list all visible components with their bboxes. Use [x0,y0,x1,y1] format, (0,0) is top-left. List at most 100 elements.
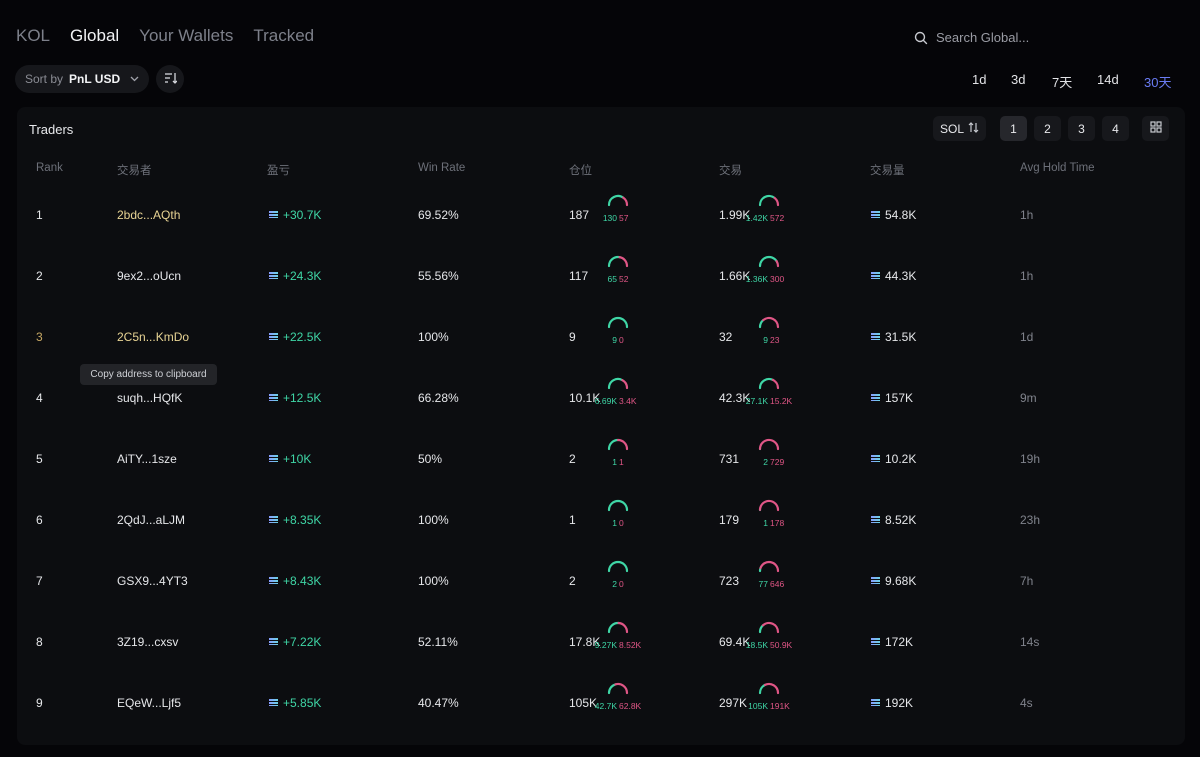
solana-icon [871,699,880,706]
trades-gauge: 1.42K 572 [749,193,789,225]
trades-buy-count: 1 [763,518,768,528]
trader-address-link[interactable]: 9ex2...oUcn [117,269,181,283]
positions-gauge: 1 0 [598,498,638,530]
gauge-green-arc [609,501,627,510]
volume-value: 157K [885,391,913,405]
solana-icon [871,394,880,401]
sort-order-icon [164,72,177,87]
page-button-3[interactable]: 3 [1068,116,1095,141]
column-header-rank[interactable]: Rank [36,162,63,174]
solana-icon [269,272,278,279]
volume-value: 8.52K [885,513,916,527]
sort-direction-button[interactable] [156,65,184,93]
positions-win-count: 65 [608,274,617,284]
grid-view-button[interactable] [1142,116,1169,141]
swap-icon [968,122,979,136]
gauge-green-arc [609,318,627,327]
trader-address-link[interactable]: GSX9...4YT3 [117,574,188,588]
win-rate-cell: 66.28% [418,391,459,405]
gauge-red-arc [760,501,778,510]
volume-cell: 10.2K [871,452,916,466]
trader-address-link[interactable]: 3Z19...cxsv [117,635,178,649]
positions-gauge: 130 57 [598,193,638,225]
column-header-pnl[interactable]: 盈亏 [267,162,290,178]
volume-cell: 54.8K [871,208,916,222]
trades-buy-count: 77 [759,579,768,589]
pnl-value: +24.3K [283,269,321,283]
trader-address-link[interactable]: EQeW...Ljf5 [117,696,181,710]
positions-win-count: 2 [612,579,617,589]
positions-loss-count: 8.52K [619,640,641,650]
win-rate-cell: 50% [418,452,442,466]
positions-loss-count: 0 [619,579,624,589]
search-icon [914,31,928,45]
tab-tracked[interactable]: Tracked [253,26,314,46]
pnl-cell: +24.3K [269,269,321,283]
gauge-red-arc [777,261,778,266]
column-header-win-rate[interactable]: Win Rate [418,162,465,174]
trader-address-link[interactable]: AiTY...1sze [117,452,177,466]
volume-value: 54.8K [885,208,916,222]
pnl-value: +5.85K [283,696,321,710]
trader-address-link[interactable]: suqh...HQfK [117,391,182,405]
positions-loss-count: 62.8K [619,701,641,711]
avg-hold-time-cell: 23h [1020,513,1040,527]
page-button-2[interactable]: 2 [1034,116,1061,141]
positions-loss-count: 1 [619,457,624,467]
period-14d[interactable]: 14d [1097,72,1119,87]
grid-icon [1150,120,1162,138]
search-input[interactable]: Search Global... [936,30,1029,45]
tab-kol[interactable]: KOL [16,26,50,46]
search-box[interactable]: Search Global... [914,30,1029,45]
copy-address-tooltip: Copy address to clipboard [80,364,217,385]
trades-gauge-arc [758,193,780,207]
positions-win-count: 9.27K [595,640,617,650]
trader-address-link[interactable]: 2bdc...AQth [117,208,180,222]
sort-value: PnL USD [69,72,120,86]
solana-icon [871,455,880,462]
trades-sell-count: 646 [770,579,784,589]
trades-total: 731 [719,452,739,466]
sort-dropdown[interactable]: Sort by PnL USD [15,65,149,93]
volume-cell: 8.52K [871,513,916,527]
trader-address-link[interactable]: 2C5n...KmDo [117,330,189,344]
trades-gauge: 2 729 [749,437,789,469]
column-header-volume[interactable]: 交易量 [870,162,905,178]
tab-your-wallets[interactable]: Your Wallets [139,26,233,46]
period-3d[interactable]: 3d [1011,72,1025,87]
pnl-value: +12.5K [283,391,321,405]
period-7d[interactable]: 7天 [1052,72,1072,91]
positions-gauge: 65 52 [598,254,638,286]
positions-gauge-arc [607,315,629,329]
period-30d[interactable]: 30天 [1144,72,1171,91]
positions-gauge: 42.7K 62.8K [598,681,638,713]
gauge-green-arc [609,379,622,388]
positions-total: 2 [569,452,576,466]
win-rate-cell: 100% [418,574,449,588]
volume-value: 31.5K [885,330,916,344]
trades-gauge-arc [758,681,780,695]
column-header-avg-hold-time[interactable]: Avg Hold Time [1020,162,1095,174]
trader-address-link[interactable]: 2QdJ...aLJM [117,513,185,527]
table-row[interactable]: 9 EQeW...Ljf5 +5.85K 40.47% 105K 42.7K 6… [17,696,1185,757]
tab-global[interactable]: Global [70,26,119,46]
page-button-1[interactable]: 1 [1000,116,1027,141]
trades-sell-count: 191K [770,701,790,711]
pnl-value: +10K [283,452,311,466]
column-header-trades[interactable]: 交易 [719,162,742,178]
column-header-positions[interactable]: 仓位 [569,162,592,178]
column-header-trader[interactable]: 交易者 [117,162,152,178]
positions-total: 2 [569,574,576,588]
solana-icon [871,638,880,645]
gauge-green-arc [760,320,763,327]
gauge-red-arc [618,440,627,449]
currency-toggle-button[interactable]: SOL [933,116,986,141]
gauge-red-arc [760,562,778,571]
period-1d[interactable]: 1d [972,72,986,87]
gauge-red-arc [620,257,627,266]
pnl-cell: +7.22K [269,635,321,649]
gauge-green-arc [609,623,619,632]
volume-value: 172K [885,635,913,649]
page-button-4[interactable]: 4 [1102,116,1129,141]
positions-gauge: 6.69K 3.4K [598,376,638,408]
